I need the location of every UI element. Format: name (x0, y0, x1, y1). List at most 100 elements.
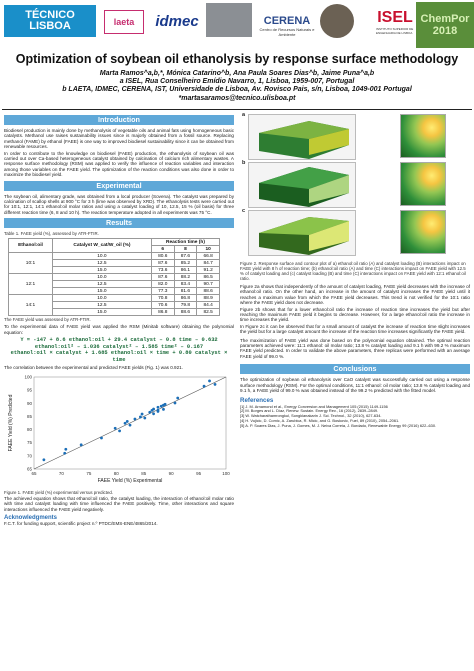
experimental-text: The soybean oil, alimentary grade, was o… (4, 193, 234, 215)
data-point (133, 417, 137, 421)
yield-cell: 86.1 (173, 266, 198, 275)
introduction-text: Biodiesel production is mainly done by m… (4, 128, 234, 178)
yield-cell: 10.0 (51, 252, 152, 261)
yield-cell: 70.8 (150, 294, 175, 303)
data-point (113, 426, 117, 430)
y-tick-label: 75 (27, 440, 33, 445)
intro-paragraph: In order to contribute to the knowledge … (4, 150, 234, 178)
yield-cell: 88.6 (196, 287, 220, 296)
faee-yield-table: Ethanol:oil Catalyst W_cat/W_oil (%) Rea… (8, 238, 221, 317)
table-caption: Table 1. FAEE yield (%), assessed by ATR… (4, 231, 99, 237)
yield-cell: 12.5 (51, 280, 152, 289)
header-divider (2, 109, 472, 110)
yield-cell: 77.3 (150, 287, 175, 296)
data-point (162, 407, 165, 411)
lisboa-logo-text: LISBOA (29, 20, 71, 32)
model-text: To the experimental data of FAEE yield w… (4, 324, 234, 335)
results-heading: Results (4, 218, 234, 229)
data-point (152, 412, 155, 416)
contour-plot-c (400, 210, 446, 254)
table-row: 14:1 10.0 70.8 86.8 88.9 (8, 294, 220, 317)
data-point (63, 451, 67, 455)
data-point (139, 415, 142, 419)
yield-cell: 15.0 (51, 308, 152, 317)
table-row: 12:1 10.0 87.6 88.2 86.5 (8, 273, 220, 296)
data-point (202, 384, 206, 388)
discussion-paragraph: Figure 2b shows that for a lower ethanol… (240, 306, 470, 323)
discussion-paragraph: In Figure 2c it can be observed that for… (240, 323, 470, 335)
y-tick-label: 100 (24, 374, 32, 379)
yield-cell: 86.5 (196, 273, 220, 282)
yield-cell: 80.6 (150, 252, 175, 261)
cerena-logo-subtext: Centro de Recursos Naturais e Ambiente (259, 27, 315, 37)
figure2-plots: a b c (240, 112, 470, 260)
logo-strip: TÉCNICO LISBOA laeta idmec CERENA Centro… (0, 0, 474, 50)
contact-email: *martasaramos@tecnico.ulisboa.pt (178, 94, 296, 102)
conclusions-heading: Conclusions (240, 364, 470, 375)
y-tick-label: 85 (27, 414, 33, 419)
yield-cell: 86.8 (150, 308, 175, 317)
y-tick-label: 95 (27, 388, 33, 393)
acknowledgments-text: F.C.T. for funding support, scientific p… (4, 521, 158, 527)
yield-cell: 15.0 (51, 287, 152, 296)
table-note: The FAEE yield was assessed by ATR-FTIR. (4, 317, 91, 323)
yield-cell: 10.0 (51, 273, 152, 282)
references-heading: References (240, 396, 274, 404)
figure1-chart: 65 70 75 80 85 90 95 100 65 70 75 80 85 90 95 100 FAEE Y… (4, 371, 234, 489)
yield-cell: 84.7 (196, 259, 220, 268)
reference-item: [1] J. M. Arnamond et al., Energy Conver… (240, 403, 388, 409)
data-point (42, 458, 46, 462)
x-tick-label: 75 (86, 471, 92, 476)
yield-cell: 82.0 (150, 280, 175, 289)
figure1-caption: Figure 1. FAEE yield (%) experimental ve… (4, 489, 114, 495)
conclusions-text: The optimization of soybean oil ethanoly… (240, 377, 470, 394)
plot-label-b: b (242, 160, 246, 166)
table-header-ratio: Ethanol:oil (8, 238, 53, 254)
author-block: Marta Ramos^a,b,*, Mónica Catarino^b, An… (0, 70, 474, 103)
isel-logo-text: ISEL (377, 9, 413, 26)
yield-cell: 87.6 (150, 259, 175, 268)
yield-cell: 66.8 (196, 252, 220, 261)
equation-line: ethanol:oil × catalyst + 1.685 ethanol:o… (10, 350, 228, 363)
yield-cell: 10.0 (51, 294, 152, 303)
x-tick-label: 95 (196, 471, 202, 476)
chempor-logo-text: ChemPor (420, 13, 470, 25)
data-point (148, 410, 152, 414)
yield-cell: 88.6 (173, 308, 198, 317)
data-point (143, 416, 147, 420)
isel-logo: ISEL INSTITUTO SUPERIOR DE ENGENHARIA DE… (376, 6, 414, 38)
idmec-logo: idmec (155, 12, 199, 30)
data-point (163, 402, 167, 406)
data-point (159, 404, 163, 408)
plot-label-a: a (242, 112, 246, 118)
cerena-logo-text: CERENA (263, 15, 311, 27)
yield-cell: 91.2 (196, 266, 220, 275)
yield-cell: 81.6 (173, 287, 198, 296)
reference-item: [2] M. Borges and L. Díaz, Renew. Sustai… (240, 408, 379, 414)
yield-cell: 12.5 (51, 259, 152, 268)
data-point (118, 429, 121, 433)
yield-cell: 86.8 (173, 294, 198, 303)
data-point (152, 407, 155, 411)
intro-paragraph: Biodiesel production is mainly done by m… (4, 128, 234, 150)
table-header-6h: 6 (150, 245, 175, 254)
surface-plot-c (248, 210, 356, 256)
chempor-logo: ChemPor 2018 (416, 2, 474, 48)
yield-cell: 85.2 (173, 259, 198, 268)
surface-graphic-a (259, 121, 349, 159)
yield-cell: 88.2 (173, 273, 198, 282)
header-photo (206, 3, 252, 37)
tecnico-lisboa-logo: TÉCNICO LISBOA (4, 5, 96, 37)
left-column: Introduction Biodiesel production is mai… (4, 112, 234, 527)
surface-plot-b (248, 162, 356, 208)
references-list: [1] J. M. Arnamond et al., Energy Conver… (240, 403, 470, 429)
tecnico-logo-text: TÉCNICO (25, 9, 75, 21)
acknowledgments-heading: Acknowledgments (4, 515, 58, 522)
cerena-logo: CERENA Centro de Recursos Naturais e Amb… (258, 6, 316, 46)
yield-cell: 79.8 (173, 301, 198, 310)
reference-item: [5] A. P. Soares Dias, J. Puna, J. Gomes… (240, 422, 437, 428)
data-point (128, 423, 132, 427)
x-tick-label: 100 (222, 471, 230, 476)
surface-graphic-b (259, 167, 349, 207)
equation-line: Y = -147 + 8.6 ethanol:oil + 29.4 cataly… (20, 337, 218, 344)
